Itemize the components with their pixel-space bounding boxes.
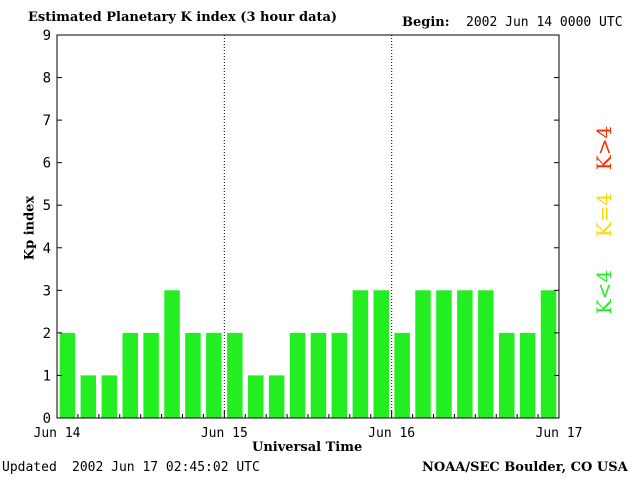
day-dividers: [223, 35, 393, 418]
begin-value: 2002 Jun 14 0000 UTC: [466, 15, 623, 30]
chart-title: Estimated Planetary K index (3 hour data…: [28, 10, 338, 25]
kp-bar: [185, 332, 201, 418]
kp-bar: [394, 332, 410, 418]
kp-bar: [331, 332, 348, 418]
bars-group: [59, 290, 557, 418]
legend-k-equal-4: K=4: [592, 192, 616, 238]
y-tick-label: 2: [43, 326, 51, 342]
kp-bar: [540, 290, 557, 418]
y-tick-label: 3: [43, 283, 51, 299]
kp-bar: [478, 290, 494, 418]
x-axis-label: Universal Time: [252, 440, 363, 455]
y-axis-label: Kp index: [22, 195, 38, 261]
x-day-label: Jun 17: [536, 426, 583, 441]
x-axis-ticks: Jun 14 Jun 15 Jun 16 Jun 17: [34, 410, 583, 441]
kp-bar: [415, 290, 431, 418]
kp-bar: [122, 332, 138, 418]
source-credit: NOAA/SEC Boulder, CO USA: [422, 460, 628, 475]
kp-bar: [310, 332, 327, 418]
kp-bar: [143, 332, 159, 418]
legend-k-greater-4: K>4: [592, 125, 616, 171]
kp-bar: [289, 332, 306, 418]
y-tick-label: 0: [43, 411, 51, 427]
begin-label: Begin:: [402, 15, 450, 30]
x-day-label: Jun 14: [34, 426, 81, 441]
kp-bar: [248, 375, 264, 418]
y-tick-label: 9: [43, 28, 51, 44]
updated-timestamp: 2002 Jun 17 02:45:02 UTC: [72, 460, 260, 475]
x-day-label: Jun 15: [201, 426, 248, 441]
kp-bar: [164, 290, 180, 418]
kp-bar: [436, 290, 452, 418]
kp-bar: [59, 332, 76, 418]
kp-bar: [519, 332, 536, 418]
kp-bar: [457, 290, 473, 418]
kp-bar: [373, 290, 389, 418]
kp-bar: [268, 375, 285, 418]
kp-bar: [499, 332, 515, 418]
kp-bar: [206, 332, 222, 418]
y-tick-label: 7: [43, 113, 51, 129]
kp-bar: [80, 375, 97, 418]
kp-bar: [101, 375, 118, 418]
legend-k-less-4: K<4: [592, 269, 616, 315]
y-tick-label: 8: [43, 71, 51, 87]
y-tick-label: 1: [43, 368, 51, 384]
y-tick-label: 6: [43, 156, 51, 172]
x-day-label: Jun 16: [368, 426, 415, 441]
y-tick-label: 5: [43, 198, 51, 214]
kp-bar: [352, 290, 369, 418]
y-axis-ticks: 0 1 2 3 4 5 6 7 8 9: [43, 28, 559, 427]
kp-bar: [227, 332, 243, 418]
updated-label: Updated: [2, 460, 57, 475]
y-tick-label: 4: [43, 241, 51, 257]
